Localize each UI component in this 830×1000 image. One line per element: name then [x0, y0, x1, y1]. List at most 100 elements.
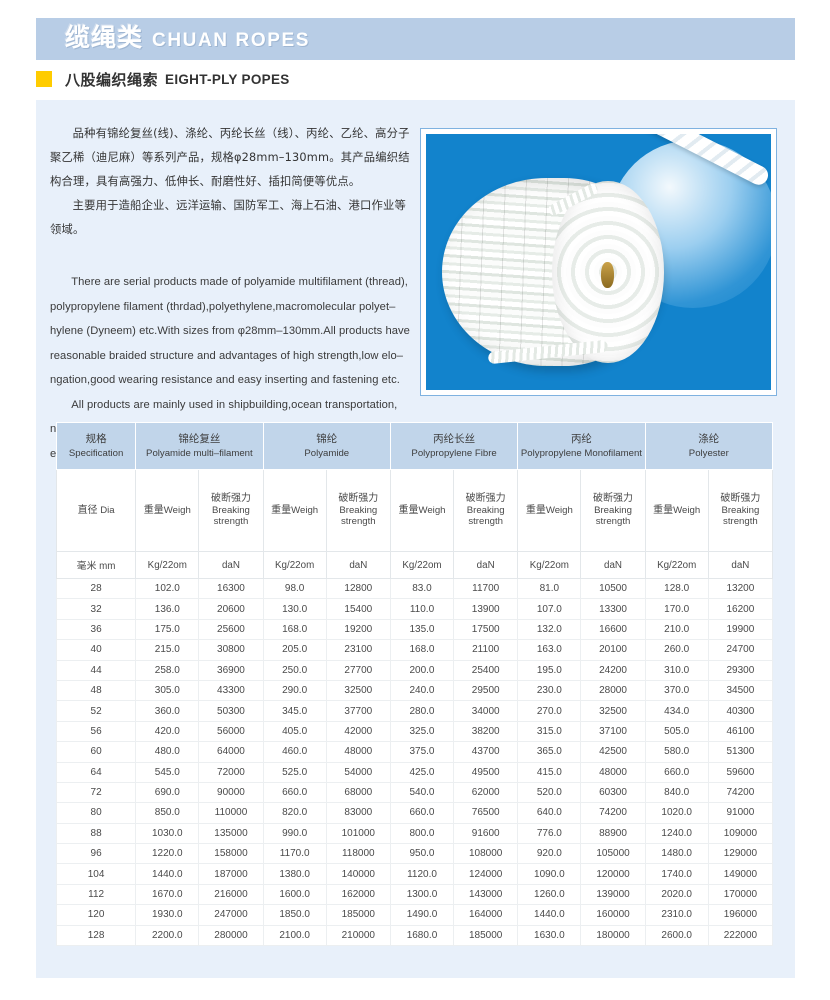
table-cell: 16200 [707, 598, 774, 620]
table-cell: 170000 [707, 883, 774, 906]
unit-cell: daN [198, 551, 264, 579]
group-header-polypropylene-fibre: 丙纶长丝 Polypropylene Fibre [389, 422, 519, 470]
table-cell: 1090.0 [517, 863, 582, 885]
table-cell: 776.0 [517, 822, 582, 845]
subheader-cn: 重量 [398, 504, 419, 516]
table-cell: 820.0 [262, 802, 327, 824]
table-cell: 108000 [453, 843, 519, 865]
group-header-en: Specification [68, 447, 124, 459]
section-title-en: EIGHT-PLY POPES [165, 71, 290, 87]
table-cell: 143000 [453, 883, 519, 906]
table-cell: 1030.0 [135, 822, 200, 845]
table-cell: 840.0 [644, 781, 709, 804]
table-cell: 64000 [198, 741, 264, 763]
table-cell: 54000 [325, 761, 391, 783]
table-cell: 44 [55, 659, 137, 681]
table-cell: 1170.0 [262, 843, 327, 865]
table-cell: 30800 [198, 639, 264, 661]
rope-coil-center-hole [601, 262, 614, 288]
group-header-en: Polyester [688, 447, 729, 459]
table-cell: 580.0 [644, 741, 709, 763]
table-cell: 24700 [707, 639, 774, 661]
table-cell: 434.0 [644, 700, 709, 722]
group-header-en: Polyamide [304, 447, 350, 459]
table-cell: 196000 [707, 904, 774, 926]
subheader-breaking-strength-4: 破断强力 Breaking strength [580, 469, 646, 552]
table-row: 104 1440.0 187000 1380.0 140000 1120.0 124000 1… [55, 863, 774, 885]
table-cell: 124000 [453, 863, 519, 885]
table-cell: 315.0 [517, 720, 582, 743]
table-cell: 168.0 [389, 639, 455, 661]
table-cell: 260.0 [644, 639, 709, 661]
table-cell: 23100 [325, 639, 391, 661]
group-header-polyamide: 锦纶 Polyamide [262, 422, 391, 470]
table-cell: 91600 [453, 822, 519, 845]
table-cell: 20100 [580, 639, 646, 661]
group-header-cn: 锦纶 [316, 432, 338, 445]
unit-cell: Kg/22om [262, 551, 327, 579]
table-cell: 185000 [453, 924, 519, 947]
table-cell: 11700 [453, 577, 519, 600]
table-row: 44 258.0 36900 250.0 27700 200.0 25400 195.0 242… [55, 659, 774, 681]
table-cell: 38200 [453, 720, 519, 743]
table-cell: 250.0 [262, 659, 327, 681]
group-header-specification: 规格 Specification [55, 422, 137, 470]
table-cell: 102.0 [135, 577, 200, 600]
table-cell: 1300.0 [389, 883, 455, 906]
table-cell: 91000 [707, 802, 774, 824]
table-cell: 104 [55, 863, 137, 885]
table-cell: 170.0 [644, 598, 709, 620]
table-cell: 520.0 [517, 781, 582, 804]
subheader-cn: 破断强力 [338, 492, 379, 504]
intro-area: 品种有锦纶复丝(线)、涤纶、丙纶长丝（线）、丙纶、乙纶、高分子聚乙稀（迪尼麻）等… [36, 100, 795, 460]
group-header-cn: 规格 [85, 432, 107, 445]
table-cell: 15400 [325, 598, 391, 620]
table-cell: 129000 [707, 843, 774, 865]
table-cell: 29300 [707, 659, 774, 681]
table-cell: 1440.0 [517, 904, 582, 926]
table-cell: 49500 [453, 761, 519, 783]
table-cell: 164000 [453, 904, 519, 926]
table-cell: 90000 [198, 781, 264, 804]
table-cell: 32500 [325, 679, 391, 702]
group-header-cn: 涤纶 [698, 432, 720, 445]
table-row: 72 690.0 90000 660.0 68000 540.0 62000 520.0 603… [55, 781, 774, 804]
page-title-cn: 缆绳类 [65, 23, 144, 52]
table-cell: 128.0 [644, 577, 709, 600]
table-cell: 120 [55, 904, 137, 926]
table-cell: 56 [55, 720, 137, 743]
table-cell: 32 [55, 598, 137, 620]
table-cell: 185000 [325, 904, 391, 926]
rope-coil [442, 178, 664, 366]
table-cell: 13300 [580, 598, 646, 620]
spec-table-wrapper: 规格 Specification 锦纶复丝 Polyamide multi–fi… [55, 422, 774, 947]
table-cell: 2200.0 [135, 924, 200, 947]
table-cell: 118000 [325, 843, 391, 865]
table-cell: 990.0 [262, 822, 327, 845]
spec-units-row: 毫米 mm Kg/22om daN Kg/22om daN Kg/22om da… [55, 551, 774, 579]
table-cell: 280.0 [389, 700, 455, 722]
table-row: 64 545.0 72000 525.0 54000 425.0 49500 415.0 480… [55, 761, 774, 783]
table-cell: 36 [55, 618, 137, 641]
table-cell: 280000 [198, 924, 264, 947]
table-cell: 415.0 [517, 761, 582, 783]
table-cell: 128 [55, 924, 137, 947]
table-cell: 27700 [325, 659, 391, 681]
table-cell: 180000 [580, 924, 646, 947]
spec-table-head: 规格 Specification 锦纶复丝 Polyamide multi–fi… [55, 422, 774, 579]
subheader-breaking-strength-5: 破断强力 Breaking strength [707, 469, 774, 552]
table-cell: 60300 [580, 781, 646, 804]
table-cell: 16300 [198, 577, 264, 600]
spec-table-body: 28 102.0 16300 98.0 12800 83.0 11700 81.0 10500 1… [55, 577, 774, 947]
table-cell: 222000 [707, 924, 774, 947]
subheader-en: Breaking strength [721, 504, 760, 528]
subheader-cn: 破断强力 [720, 492, 761, 504]
table-cell: 370.0 [644, 679, 709, 702]
table-cell: 540.0 [389, 781, 455, 804]
table-cell: 96 [55, 843, 137, 865]
table-row: 48 305.0 43300 290.0 32500 240.0 29500 230.0 280… [55, 679, 774, 702]
table-row: 60 480.0 64000 460.0 48000 375.0 43700 365.0 425… [55, 741, 774, 763]
table-cell: 1260.0 [517, 883, 582, 906]
table-cell: 1680.0 [389, 924, 455, 947]
table-cell: 59600 [707, 761, 774, 783]
